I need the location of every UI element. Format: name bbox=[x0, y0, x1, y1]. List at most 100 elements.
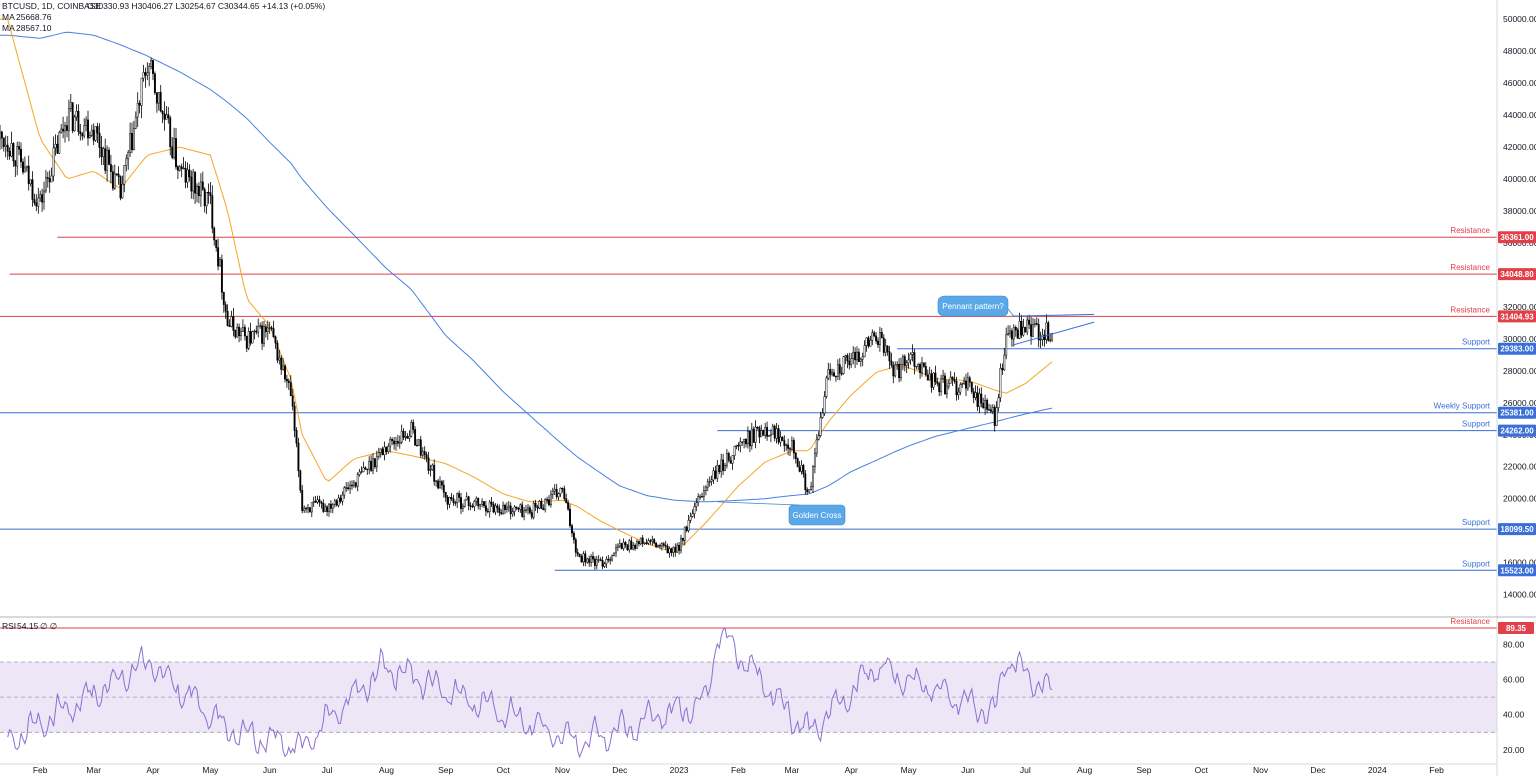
candle-body bbox=[722, 459, 725, 471]
candle-body bbox=[821, 412, 824, 418]
rsi-tick: 40.00 bbox=[1503, 710, 1525, 720]
candle-body bbox=[454, 502, 457, 504]
candle-body bbox=[167, 114, 170, 119]
candle-body bbox=[886, 345, 889, 353]
candle-body bbox=[785, 444, 788, 446]
candle-body bbox=[894, 364, 897, 377]
candle-body bbox=[527, 507, 529, 511]
candle-body bbox=[400, 430, 403, 443]
candle-body bbox=[974, 392, 977, 398]
candle-body bbox=[442, 484, 445, 493]
level-label: Resistance bbox=[1450, 263, 1490, 272]
candle-body bbox=[787, 444, 790, 449]
candle-body bbox=[988, 409, 990, 411]
candle-body bbox=[452, 498, 455, 503]
candle-body bbox=[817, 435, 820, 440]
candle-body bbox=[984, 399, 987, 409]
candle-body bbox=[343, 487, 346, 496]
candle-body bbox=[98, 132, 101, 148]
candle-body bbox=[152, 60, 154, 74]
candle-body bbox=[710, 479, 713, 482]
candle-body bbox=[976, 392, 979, 407]
candle-body bbox=[515, 506, 518, 509]
candle-body bbox=[247, 331, 250, 349]
candle-body bbox=[708, 481, 711, 483]
candle-body bbox=[745, 439, 747, 445]
candle-body bbox=[624, 542, 627, 545]
candle-body bbox=[377, 452, 380, 457]
candle-body bbox=[39, 194, 42, 199]
level-price-value: 29383.00 bbox=[1500, 345, 1534, 354]
candle-body bbox=[100, 147, 103, 158]
candle-body bbox=[261, 325, 264, 344]
candle-body bbox=[856, 351, 858, 361]
candle-body bbox=[590, 556, 593, 563]
candle-body bbox=[240, 331, 242, 336]
candle-body bbox=[549, 494, 552, 506]
candle-body bbox=[877, 340, 879, 345]
candle-body bbox=[425, 454, 428, 459]
candle-body bbox=[595, 559, 598, 566]
candle-body bbox=[192, 171, 195, 192]
candle-body bbox=[1007, 333, 1010, 335]
price-tick: 14000.00 bbox=[1503, 590, 1536, 600]
candle-body bbox=[957, 391, 960, 396]
candle-body bbox=[741, 441, 744, 443]
candle-body bbox=[917, 364, 920, 367]
candle-body bbox=[534, 503, 537, 508]
candle-body bbox=[659, 545, 661, 547]
candle-body bbox=[720, 459, 723, 472]
candle-body bbox=[507, 505, 510, 508]
candle-body bbox=[423, 451, 426, 455]
candle-body bbox=[926, 374, 929, 381]
candle-body bbox=[725, 453, 728, 466]
candle-body bbox=[833, 372, 835, 377]
candle-body bbox=[94, 126, 97, 141]
candle-body bbox=[341, 494, 344, 502]
candle-body bbox=[959, 384, 962, 393]
candle-body bbox=[1039, 339, 1042, 341]
candle-body bbox=[924, 366, 927, 376]
candle-body bbox=[875, 335, 878, 342]
candle-body bbox=[44, 177, 47, 192]
rsi-legend: RSI 54.15 ∅ ∅ bbox=[2, 621, 58, 631]
candle-body bbox=[819, 417, 822, 436]
candle-body bbox=[697, 496, 700, 503]
candle-body bbox=[584, 553, 587, 563]
candle-body bbox=[31, 179, 34, 200]
candle-body bbox=[1032, 324, 1034, 337]
price-tick: 20000.00 bbox=[1503, 494, 1536, 504]
candle-body bbox=[0, 131, 1, 140]
candle-body bbox=[607, 558, 610, 561]
pennant-lower-line bbox=[1011, 321, 1095, 346]
time-label: Oct bbox=[496, 765, 510, 775]
candle-body bbox=[494, 505, 497, 513]
candle-body bbox=[1049, 339, 1052, 342]
candle-body bbox=[127, 151, 130, 160]
candle-body bbox=[157, 92, 160, 104]
candle-body bbox=[660, 543, 663, 547]
candle-body bbox=[1001, 367, 1004, 371]
golden-cross-pointer bbox=[717, 501, 800, 506]
candle-body bbox=[773, 425, 776, 439]
price-tick: 28000.00 bbox=[1503, 366, 1536, 376]
candle-body bbox=[586, 558, 589, 563]
time-label: Nov bbox=[555, 765, 571, 775]
candle-body bbox=[790, 440, 793, 450]
candle-body bbox=[356, 474, 359, 487]
candle-body bbox=[398, 441, 401, 444]
rsi-resistance-label: Resistance bbox=[1450, 617, 1490, 626]
candle-body bbox=[991, 406, 994, 412]
candle-body bbox=[945, 385, 948, 395]
candle-body bbox=[125, 158, 128, 166]
candle-body bbox=[4, 144, 7, 147]
candle-body bbox=[825, 377, 828, 397]
price-tick: 26000.00 bbox=[1503, 398, 1536, 408]
candle-body bbox=[345, 487, 348, 489]
candle-body bbox=[574, 539, 577, 553]
golden-cross-label: Golden Cross bbox=[793, 511, 842, 520]
level-price-badge bbox=[1498, 424, 1536, 437]
candle-body bbox=[310, 502, 313, 513]
candle-body bbox=[892, 364, 895, 377]
